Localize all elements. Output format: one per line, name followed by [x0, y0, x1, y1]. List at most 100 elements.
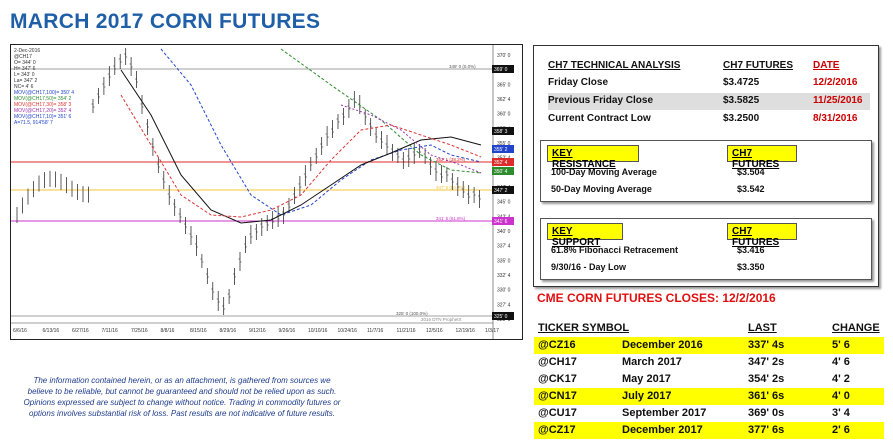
- ticker: @CZ17: [538, 424, 576, 436]
- price-tick-label: 330' 0: [497, 288, 511, 294]
- last-price: 377' 6s: [748, 424, 785, 436]
- resistance-row: 100-Day Moving Average $3.504: [551, 165, 873, 182]
- axis-value-tag-label: 350' 4: [494, 169, 508, 175]
- contract-month: March 2017: [622, 356, 682, 368]
- legend-line: 2-Dec-2016: [14, 48, 41, 54]
- closes-title: CME CORN FUTURES CLOSES: 12/2/2016: [537, 291, 776, 305]
- technical-header-date: DATE: [813, 60, 840, 71]
- page-title: MARCH 2017 CORN FUTURES: [10, 10, 321, 33]
- technical-row-value: $3.5825: [723, 95, 760, 106]
- price-tick-label: 362' 4: [497, 97, 511, 103]
- technical-header-futures: CH7 FUTURES: [723, 60, 794, 71]
- technical-header-label: CH7 TECHNICAL ANALYSIS: [548, 60, 681, 71]
- last-price: 337' 4s: [748, 339, 785, 351]
- date-tick-label: 11/21/16: [397, 328, 416, 334]
- legend-line: O= 344' 0: [14, 60, 36, 66]
- key-support-label: KEY SUPPORT: [552, 226, 601, 248]
- price-change: 4' 2: [832, 373, 850, 385]
- price-change: 3' 4: [832, 407, 850, 419]
- contract-month: December 2016: [622, 339, 703, 351]
- contract-month: December 2017: [622, 424, 703, 436]
- ma-30-line: [120, 69, 482, 224]
- last-price: 347' 2s: [748, 356, 785, 368]
- price-tick-label: 360' 0: [497, 112, 511, 118]
- key-support-futures-label: CH7 FUTURES: [732, 226, 780, 248]
- support-row: 61.8% Fibonacci Retracement $3.416: [551, 243, 873, 260]
- chart-footer: 2016 DTN ProphetX: [421, 317, 462, 322]
- header-change: CHANGE: [832, 322, 880, 334]
- technical-analysis-panel: CH7 TECHNICAL ANALYSIS CH7 FUTURES DATE …: [533, 45, 879, 287]
- price-tick-label: 365' 0: [497, 82, 511, 88]
- axis-value-tag: [492, 217, 514, 225]
- fib-level-label: 352' 1 (38.2%): [436, 157, 466, 162]
- date-tick-label: 6/27/16: [72, 328, 89, 334]
- technical-row: Previous Friday Close $3.5825 11/25/2016: [548, 93, 870, 110]
- date-tick-label: 7/11/16: [102, 328, 119, 334]
- ma-10-line: [340, 104, 482, 174]
- price-tick-label: 370' 0: [497, 53, 511, 59]
- price-tick-label: 337' 4: [497, 244, 511, 250]
- axis-value-tag: [492, 167, 514, 175]
- technical-row-label: Friday Close: [548, 77, 609, 88]
- ticker: @CN17: [538, 390, 577, 402]
- price-tick-label: 345' 0: [497, 200, 511, 206]
- date-tick-label: 8/29/16: [220, 328, 237, 334]
- technical-header-row: CH7 TECHNICAL ANALYSIS CH7 FUTURES DATE: [548, 58, 870, 75]
- price-change: 5' 6: [832, 339, 850, 351]
- axis-value-tag: [492, 145, 514, 153]
- technical-row-value: $3.4725: [723, 77, 760, 88]
- axis-value-tag: [492, 186, 514, 194]
- axis-value-tag-label: 355' 2: [494, 147, 508, 153]
- resistance-row: 50-Day Moving Average $3.542: [551, 182, 873, 199]
- axis-value-tag-label: 358' 3: [494, 129, 508, 135]
- legend-line: L= 343' 0: [14, 72, 35, 78]
- date-tick-label: 10/24/16: [338, 328, 358, 334]
- price-tick-label: 355' 0: [497, 141, 511, 147]
- date-tick-label: 6/6/16: [13, 328, 27, 334]
- legend-line: @CH17: [14, 54, 32, 60]
- resistance-label: 100-Day Moving Average: [551, 167, 657, 177]
- ticker: @CZ16: [538, 339, 576, 351]
- axis-value-tag: [492, 312, 514, 320]
- ticker: @CK17: [538, 373, 577, 385]
- header-last: LAST: [748, 322, 777, 334]
- last-price: 354' 2s: [748, 373, 785, 385]
- date-tick-label: 12/19/16: [456, 328, 476, 334]
- key-resistance-futures-header: CH7 FUTURES: [727, 145, 797, 170]
- axis-value-tag: [492, 158, 514, 166]
- key-resistance-box: KEY RESISTANCE CH7 FUTURES 100-Day Movin…: [540, 140, 872, 202]
- price-tick-label: 335' 0: [497, 258, 511, 264]
- key-support-header: KEY SUPPORT: [547, 223, 623, 248]
- date-tick-label: 9/26/16: [279, 328, 296, 334]
- ma-20-line: [120, 94, 482, 218]
- contract-month: September 2017: [622, 407, 707, 419]
- technical-row-date: 11/25/2016: [813, 95, 863, 106]
- price-tick-label: 340' 0: [497, 229, 511, 235]
- fib-level-label: 349' 0 (0.0%): [449, 64, 476, 69]
- axis-value-tag-label: 325' 0: [494, 314, 508, 320]
- closes-row: @CH17 March 2017 347' 2s 4' 6: [534, 354, 884, 371]
- key-resistance-label: KEY RESISTANCE: [552, 148, 616, 170]
- price-change: 2' 6: [832, 424, 850, 436]
- price-change: 4' 0: [832, 390, 850, 402]
- contract-month: July 2017: [622, 390, 672, 402]
- closes-header-row: TICKER SYMBOL LAST CHANGE: [534, 320, 884, 337]
- date-tick-label: 6/13/16: [43, 328, 60, 334]
- closes-row: @CN17 July 2017 361' 6s 4' 0: [534, 388, 884, 405]
- ticker: @CH17: [538, 356, 577, 368]
- support-row: 9/30/16 - Day Low $3.350: [551, 260, 873, 277]
- closes-row: @CU17 September 2017 369' 0s 3' 4: [534, 405, 884, 422]
- legend-line: H= 347' 6: [14, 66, 36, 72]
- date-tick-label: 8/8/16: [161, 328, 175, 334]
- technical-row-label: Current Contract Low: [548, 113, 651, 124]
- date-tick-label: 7/25/16: [131, 328, 148, 334]
- closes-table: TICKER SYMBOL LAST CHANGE @CZ16 December…: [534, 320, 884, 439]
- key-resistance-futures-label: CH7 FUTURES: [732, 148, 780, 170]
- support-label: 9/30/16 - Day Low: [551, 262, 627, 272]
- closes-row: @CK17 May 2017 354' 2s 4' 2: [534, 371, 884, 388]
- technical-row: Friday Close $3.4725 12/2/2016: [548, 75, 870, 92]
- technical-row-value: $3.2500: [723, 113, 760, 124]
- contract-month: May 2017: [622, 373, 671, 385]
